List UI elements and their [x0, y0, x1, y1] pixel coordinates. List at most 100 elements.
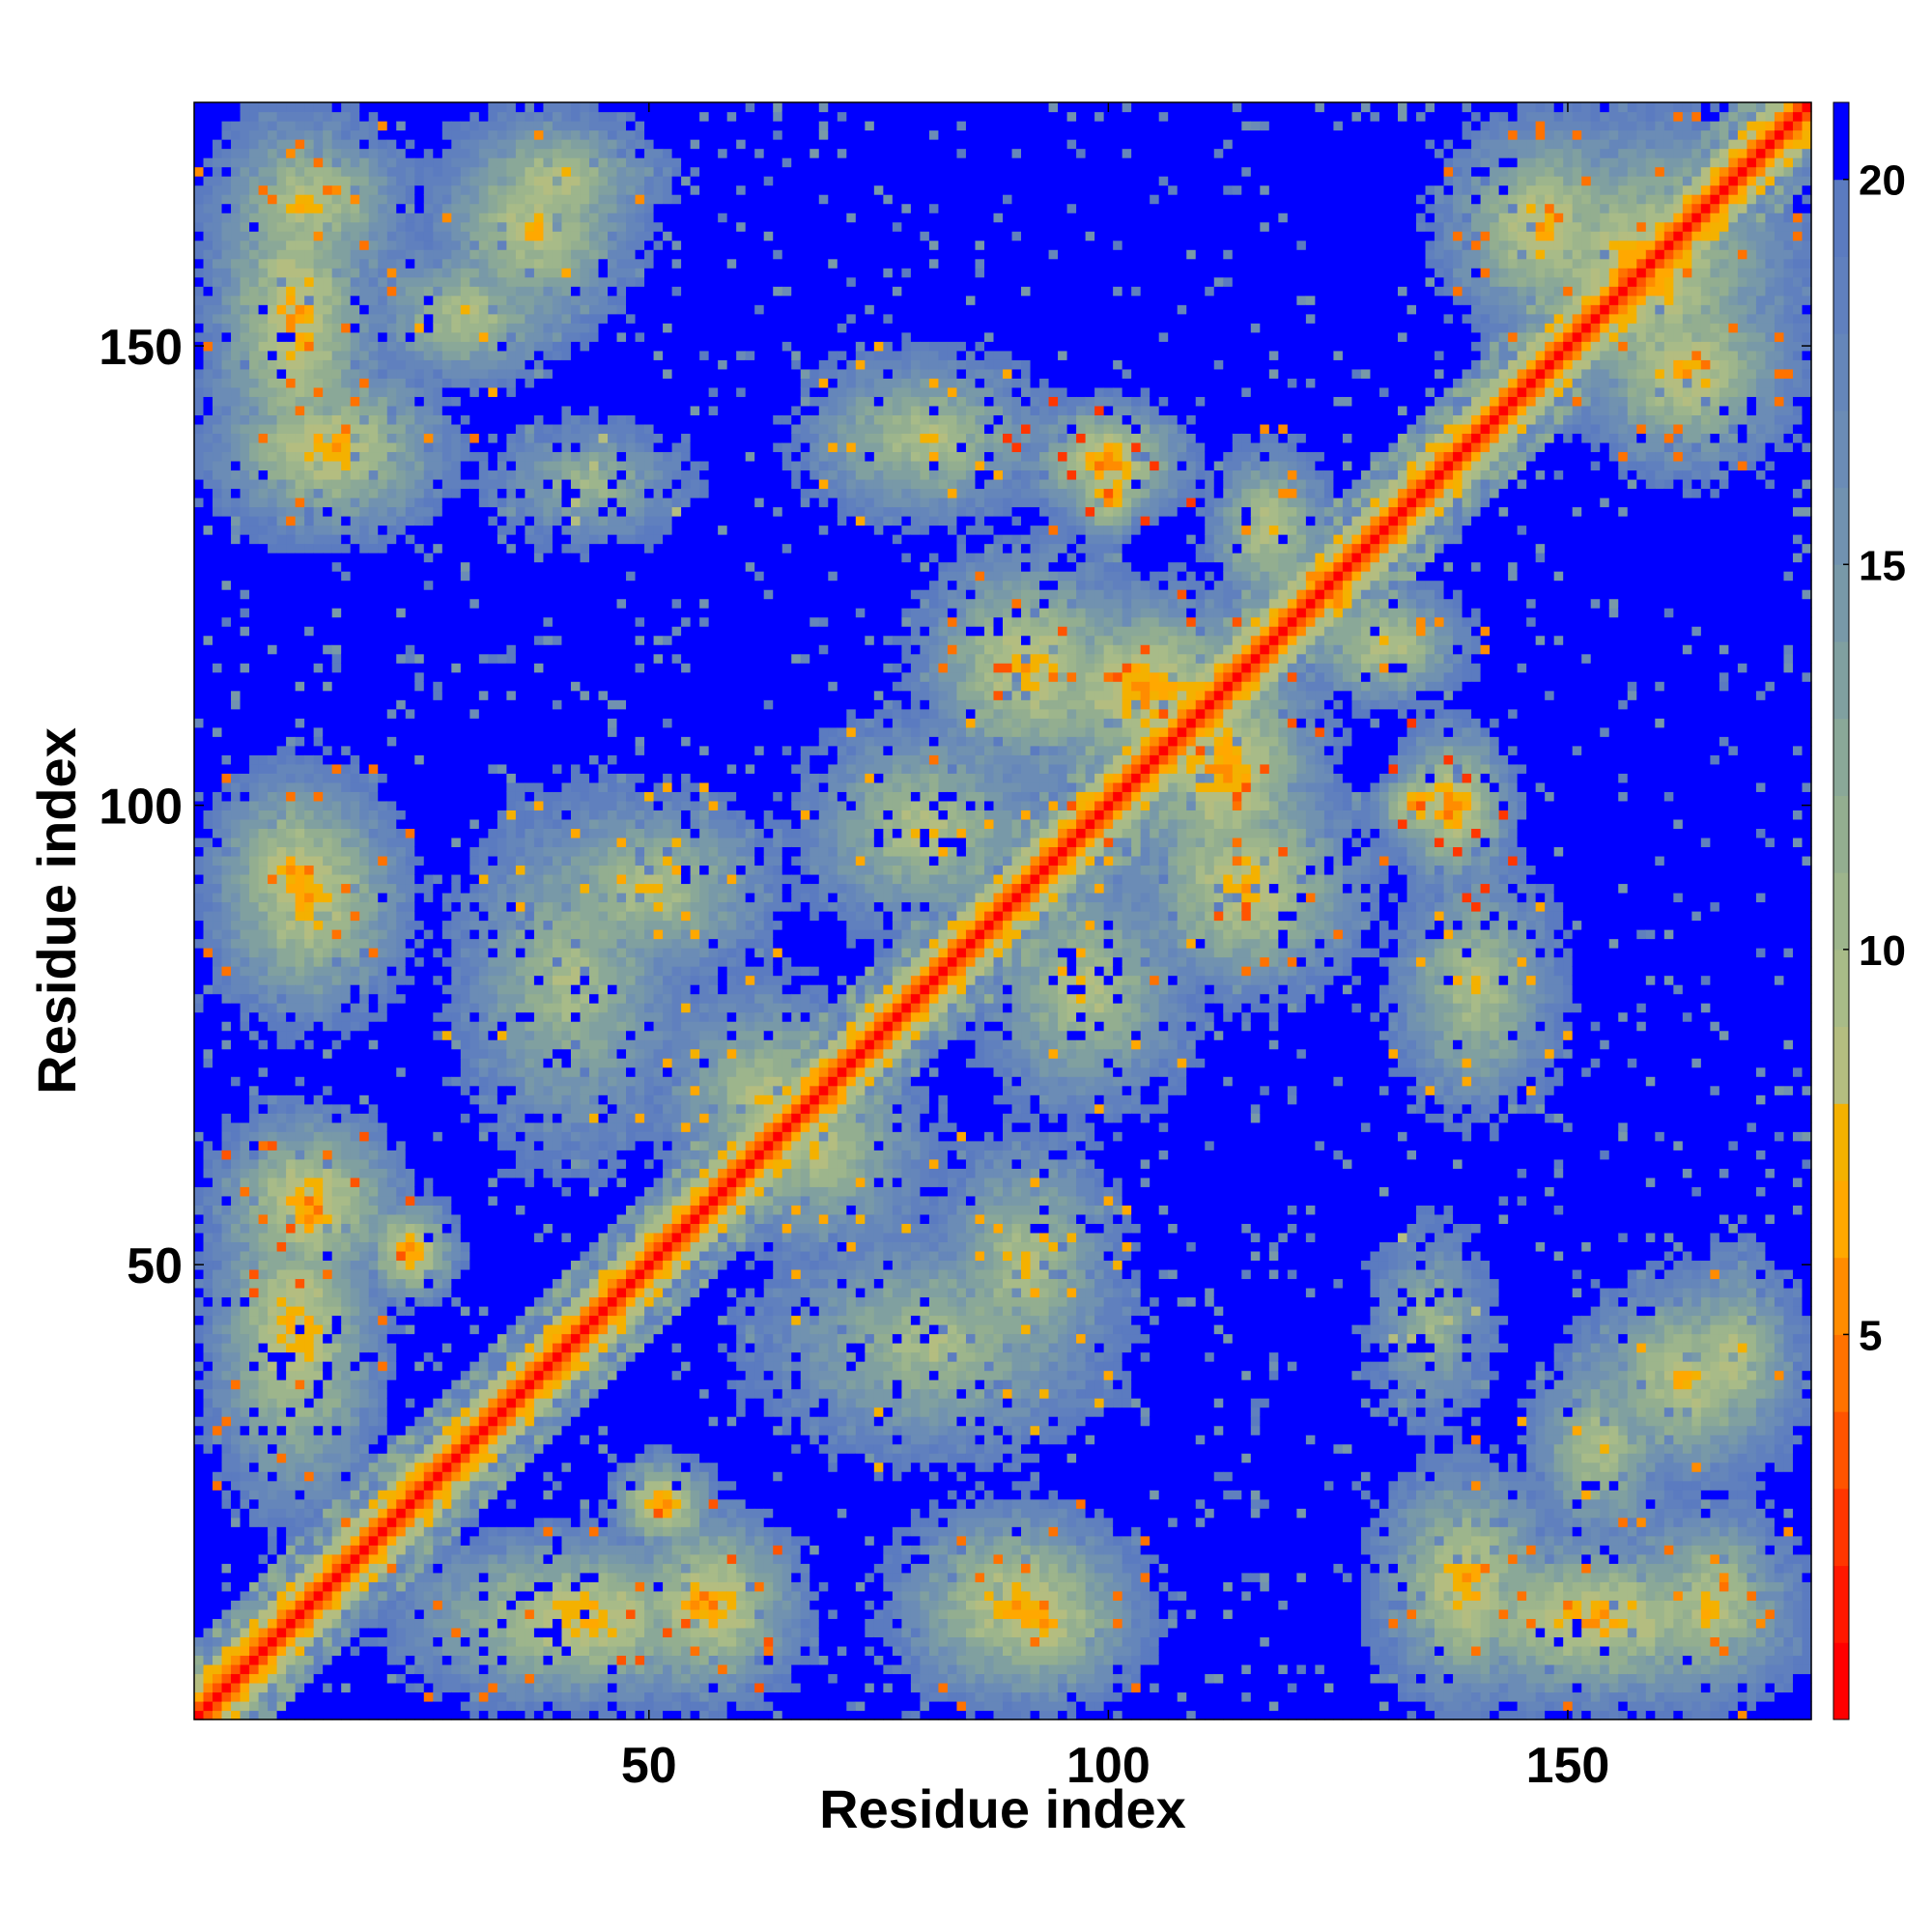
heatmap-cell: [204, 1113, 213, 1122]
heatmap-cell: [314, 1371, 324, 1380]
heatmap-cell: [231, 1113, 241, 1122]
heatmap-cell: [323, 562, 332, 572]
heatmap-cell: [286, 1113, 296, 1122]
heatmap-cell: [433, 1490, 442, 1499]
heatmap-cell: [433, 718, 442, 727]
heatmap-cell: [369, 1591, 379, 1601]
heatmap-cell: [359, 1343, 369, 1352]
heatmap-cell: [369, 736, 379, 746]
heatmap-cell: [259, 736, 269, 746]
heatmap-cell: [277, 1223, 287, 1233]
heatmap-cell: [323, 636, 332, 645]
heatmap-cell: [323, 1636, 332, 1646]
heatmap-cell: [406, 185, 415, 195]
heatmap-cell: [314, 1655, 324, 1664]
heatmap-cell: [378, 1361, 387, 1371]
heatmap-cell: [194, 1306, 204, 1316]
heatmap-cell: [222, 819, 232, 829]
heatmap-cell: [433, 1113, 442, 1122]
heatmap-cell: [369, 1214, 379, 1224]
heatmap-cell: [433, 1609, 442, 1619]
heatmap-cell: [296, 1352, 305, 1362]
heatmap-cell: [277, 1324, 287, 1334]
heatmap-cell: [213, 213, 222, 222]
heatmap-cell: [249, 378, 259, 387]
heatmap-cell: [406, 617, 415, 627]
heatmap-cell: [249, 1150, 259, 1159]
heatmap-cell: [433, 966, 442, 976]
heatmap-cell: [314, 865, 324, 874]
heatmap-cell: [442, 1453, 452, 1463]
heatmap-cell: [414, 149, 424, 158]
heatmap-cell: [213, 1379, 222, 1389]
heatmap-cell: [359, 1471, 369, 1481]
heatmap-cell: [414, 1306, 424, 1316]
heatmap-cell: [314, 544, 324, 554]
heatmap-cell: [442, 1407, 452, 1417]
heatmap-cell: [231, 1269, 241, 1279]
heatmap-cell: [268, 893, 277, 902]
heatmap-cell: [286, 571, 296, 581]
heatmap-cell: [314, 1453, 324, 1463]
heatmap-cell: [433, 1508, 442, 1518]
heatmap-cell: [241, 351, 250, 360]
heatmap-cell: [222, 387, 232, 397]
heatmap-cell: [222, 644, 232, 654]
heatmap-cell: [241, 1581, 250, 1591]
heatmap-cell: [286, 1159, 296, 1169]
heatmap-cell: [194, 911, 204, 921]
heatmap-cell: [359, 1618, 369, 1628]
heatmap-cell: [204, 1150, 213, 1159]
heatmap-cell: [351, 828, 360, 838]
heatmap-cell: [433, 241, 442, 250]
heatmap-cell: [213, 1518, 222, 1527]
heatmap-cell: [268, 1563, 277, 1573]
heatmap-cell: [351, 1655, 360, 1664]
heatmap-cell: [204, 442, 213, 452]
heatmap-cell: [387, 406, 397, 415]
heatmap-cell: [268, 644, 277, 654]
heatmap-cell: [433, 139, 442, 149]
heatmap-cell: [277, 1086, 287, 1095]
heatmap-cell: [249, 957, 259, 967]
heatmap-cell: [259, 414, 269, 424]
heatmap-cell: [231, 1379, 241, 1389]
heatmap-cell: [194, 479, 204, 489]
heatmap-cell: [341, 442, 351, 452]
heatmap-cell: [204, 1086, 213, 1095]
heatmap-cell: [369, 1168, 379, 1178]
heatmap-cell: [414, 176, 424, 185]
heatmap-cell: [268, 1214, 277, 1224]
heatmap-cell: [359, 718, 369, 727]
heatmap-cell: [406, 801, 415, 810]
heatmap-cell: [231, 157, 241, 167]
heatmap-cell: [213, 1591, 222, 1601]
heatmap-cell: [268, 1407, 277, 1417]
heatmap-cell: [231, 636, 241, 645]
heatmap-cell: [433, 626, 442, 636]
heatmap-cell: [204, 1453, 213, 1463]
heatmap-cell: [204, 479, 213, 489]
heatmap-cell: [204, 893, 213, 902]
heatmap-cell: [323, 351, 332, 360]
heatmap-cell: [396, 406, 406, 415]
heatmap-cell: [304, 948, 314, 957]
heatmap-cell: [268, 102, 277, 112]
heatmap-cell: [296, 526, 305, 535]
heatmap-cell: [231, 672, 241, 682]
heatmap-cell: [194, 176, 204, 185]
heatmap-cell: [277, 231, 287, 241]
heatmap-cell: [369, 801, 379, 810]
heatmap-cell: [213, 241, 222, 250]
heatmap-cell: [378, 534, 387, 544]
heatmap-cell: [259, 1260, 269, 1269]
heatmap-cell: [259, 194, 269, 204]
heatmap-cell: [268, 966, 277, 976]
heatmap-cell: [286, 332, 296, 342]
heatmap-cell: [286, 296, 296, 305]
heatmap-cell: [359, 1012, 369, 1022]
heatmap-cell: [213, 1076, 222, 1086]
heatmap-cell: [387, 819, 397, 829]
heatmap-cell: [314, 672, 324, 682]
heatmap-cell: [378, 1389, 387, 1399]
